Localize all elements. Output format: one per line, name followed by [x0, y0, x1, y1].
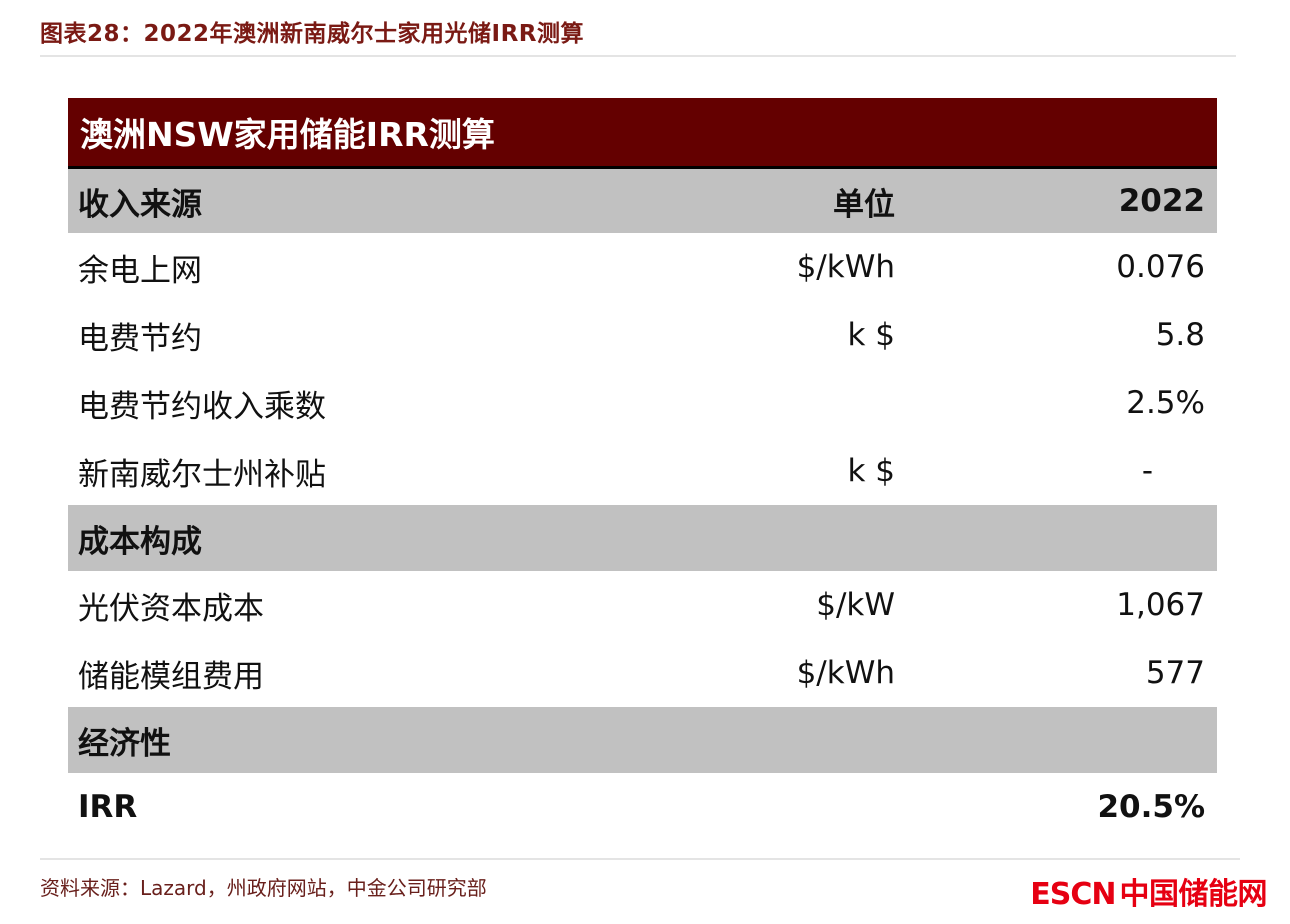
table-title: 澳洲NSW家用储能IRR测算	[80, 115, 495, 154]
row-value: 1,067	[1116, 587, 1205, 623]
section-row-cost: 成本构成	[68, 505, 1217, 571]
column-header-label: 收入来源	[78, 186, 202, 223]
caption-divider	[40, 55, 1236, 57]
row-label: 新南威尔士州补贴	[78, 456, 326, 493]
row-value: 577	[1145, 655, 1205, 691]
irr-table: 澳洲NSW家用储能IRR测算 收入来源 单位 2022 余电上网 $/kWh 0…	[68, 98, 1217, 841]
column-header-row: 收入来源 单位 2022	[68, 169, 1217, 233]
row-label: 电费节约收入乘数	[78, 388, 326, 425]
section-label: 经济性	[78, 725, 171, 762]
row-value: 2.5%	[1126, 385, 1205, 421]
table-row-savings-multiplier: 电费节约收入乘数 2.5%	[68, 369, 1217, 437]
row-label: 电费节约	[78, 320, 202, 357]
logo-text-cn: 中国储能网	[1119, 877, 1268, 912]
row-value: 0.076	[1116, 249, 1205, 285]
column-header-year: 2022	[1118, 183, 1205, 219]
table-row-storage-module-cost: 储能模组费用 $/kWh 577	[68, 639, 1217, 707]
table-row-feed-in: 余电上网 $/kWh 0.076	[68, 233, 1217, 301]
table-title-band: 澳洲NSW家用储能IRR测算	[68, 98, 1217, 166]
column-header-unit: 单位	[833, 186, 895, 223]
footer-divider	[40, 858, 1240, 860]
row-value: 5.8	[1155, 317, 1205, 353]
row-value: 20.5%	[1097, 789, 1205, 825]
row-unit: k $	[847, 317, 895, 353]
row-unit: k $	[847, 453, 895, 489]
title-band-divider	[68, 166, 1217, 169]
row-label: 余电上网	[78, 252, 202, 289]
section-label: 成本构成	[78, 523, 202, 560]
escn-logo: ESCN 中国储能网	[1030, 869, 1267, 913]
table-row-pv-capex: 光伏资本成本 $/kW 1,067	[68, 571, 1217, 639]
table-row-irr: IRR 20.5%	[68, 773, 1217, 841]
row-label: IRR	[78, 789, 138, 825]
row-value: -	[1141, 453, 1153, 489]
source-note: 资料来源：Lazard，州政府网站，中金公司研究部	[40, 876, 487, 900]
row-label: 储能模组费用	[78, 658, 264, 695]
table-row-bill-savings: 电费节约 k $ 5.8	[68, 301, 1217, 369]
section-row-economics: 经济性	[68, 707, 1217, 773]
table-row-nsw-subsidy: 新南威尔士州补贴 k $ -	[68, 437, 1217, 505]
row-unit: $/kWh	[796, 655, 895, 691]
row-unit: $/kWh	[796, 249, 895, 285]
logo-text-en: ESCN	[1030, 877, 1116, 912]
row-unit: $/kW	[816, 587, 895, 623]
figure-caption: 图表28：2022年澳洲新南威尔士家用光储IRR测算	[40, 21, 584, 47]
row-label: 光伏资本成本	[78, 590, 264, 627]
